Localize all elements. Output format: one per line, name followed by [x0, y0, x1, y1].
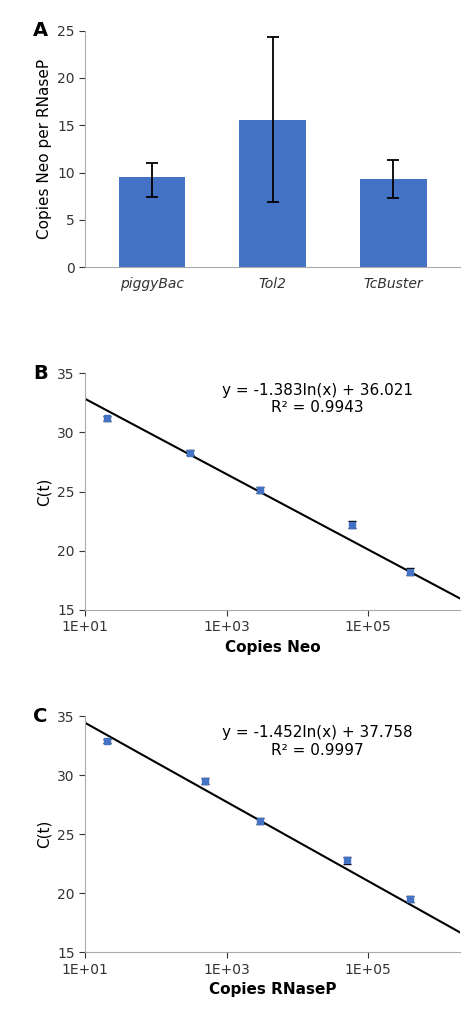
Bar	[239, 120, 306, 267]
Text: y = -1.452ln(x) + 37.758
R² = 0.9997: y = -1.452ln(x) + 37.758 R² = 0.9997	[222, 725, 413, 758]
X-axis label: Copies RNaseP: Copies RNaseP	[209, 982, 336, 997]
X-axis label: Copies Neo: Copies Neo	[225, 640, 320, 654]
Text: B: B	[33, 364, 48, 383]
Bar	[118, 177, 185, 267]
Y-axis label: C(t): C(t)	[36, 477, 52, 506]
Y-axis label: C(t): C(t)	[36, 820, 52, 848]
Text: y = -1.383ln(x) + 36.021
R² = 0.9943: y = -1.383ln(x) + 36.021 R² = 0.9943	[222, 383, 413, 415]
Bar	[360, 179, 427, 267]
Text: C: C	[33, 707, 47, 726]
Y-axis label: Copies Neo per RNaseP: Copies Neo per RNaseP	[36, 58, 52, 239]
Text: A: A	[33, 22, 48, 40]
